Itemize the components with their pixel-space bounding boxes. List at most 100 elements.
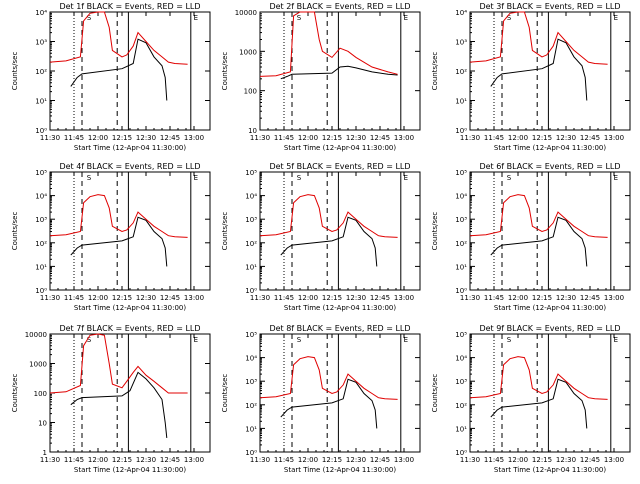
annotation-e: E [614, 174, 618, 182]
x-tick-label: 11:30 [460, 456, 480, 464]
x-tick-label: 11:45 [484, 294, 504, 302]
x-axis-label: Start Time (12-Apr-04 11:30:00) [494, 466, 606, 474]
x-tick-label: 12:45 [580, 294, 600, 302]
series-line-events [70, 216, 168, 267]
y-tick-label: 10⁴ [35, 193, 47, 201]
y-tick-label: 10⁴ [455, 9, 467, 17]
y-tick-label: 10² [35, 68, 47, 76]
x-tick-label: 12:30 [136, 456, 156, 464]
x-tick-label: 11:30 [460, 134, 480, 142]
chart-panel-9: Det 9f BLACK = Events, RED = LLD 11:30 11:… [431, 324, 631, 474]
y-tick-label: 1000 [29, 361, 47, 369]
x-tick-label: 12:00 [508, 294, 528, 302]
chart-title: Det 1f BLACK = Events, RED = LLD [59, 2, 200, 11]
chart-title: Det 4f BLACK = Events, RED = LLD [59, 162, 200, 171]
x-tick-label: 11:45 [484, 456, 504, 464]
chart-title: Det 8f BLACK = Events, RED = LLD [269, 324, 410, 333]
y-axis-label: Counts/sec [221, 52, 229, 91]
x-tick-label: 13:00 [184, 294, 204, 302]
series-line-lld [259, 194, 398, 238]
annotation-e: E [404, 14, 408, 22]
y-tick-label: 10 [248, 127, 257, 135]
plot-frame [259, 11, 421, 131]
y-axis-label: Counts/sec [221, 374, 229, 413]
y-tick-label: 1000 [239, 48, 257, 56]
y-tick-label: 10¹ [35, 263, 47, 271]
y-axis-label: Counts/sec [431, 212, 439, 251]
y-axis-label: Counts/sec [11, 52, 19, 91]
series-line-events [70, 38, 168, 101]
y-tick-label: 10⁰ [455, 127, 467, 135]
x-tick-label: 12:00 [298, 294, 318, 302]
annotation-e: E [194, 14, 198, 22]
chart-panel-4: Det 4f BLACK = Events, RED = LLD 11:30 11:… [11, 162, 211, 312]
y-tick-label: 10³ [245, 216, 257, 224]
y-axis-label: Counts/sec [11, 212, 19, 251]
y-tick-label: 10⁵ [35, 169, 47, 177]
x-tick-label: 12:15 [532, 134, 552, 142]
annotation-e: E [194, 336, 198, 344]
series-line-events [280, 216, 378, 267]
annotation-s: S [297, 14, 302, 22]
y-tick-label: 10⁰ [35, 127, 47, 135]
y-tick-label: 10³ [245, 378, 257, 386]
x-tick-label: 11:45 [484, 134, 504, 142]
x-tick-label: 12:00 [88, 134, 108, 142]
x-tick-label: 12:30 [346, 134, 366, 142]
y-tick-label: 10² [455, 68, 467, 76]
chart-title: Det 2f BLACK = Events, RED = LLD [269, 2, 410, 11]
x-tick-label: 12:30 [346, 456, 366, 464]
y-tick-label: 100 [244, 88, 257, 96]
x-tick-label: 11:45 [64, 456, 84, 464]
chart-panel-7: Det 7f BLACK = Events, RED = LLD 11:30 11:… [11, 324, 211, 474]
chart-panel-5: Det 5f BLACK = Events, RED = LLD 11:30 11:… [221, 162, 421, 312]
y-tick-label: 10⁰ [455, 449, 467, 457]
x-axis-label: Start Time (12-Apr-04 11:30:00) [494, 304, 606, 312]
x-tick-label: 12:45 [580, 134, 600, 142]
series-line-lld [469, 356, 608, 400]
plot-frame [469, 11, 631, 131]
x-tick-label: 12:00 [88, 294, 108, 302]
y-tick-label: 100 [34, 390, 47, 398]
x-tick-label: 12:15 [322, 134, 342, 142]
x-tick-label: 13:00 [184, 456, 204, 464]
x-tick-label: 12:45 [370, 456, 390, 464]
plot-frame [469, 333, 631, 453]
x-tick-label: 11:45 [64, 294, 84, 302]
y-tick-label: 10⁰ [245, 449, 257, 457]
x-axis-label: Start Time (12-Apr-04 11:30:00) [284, 466, 396, 474]
y-tick-label: 10² [245, 402, 257, 410]
x-tick-label: 11:45 [274, 294, 294, 302]
x-tick-label: 11:30 [250, 134, 270, 142]
series-line-lld [259, 356, 398, 400]
y-tick-label: 10³ [35, 39, 47, 47]
x-tick-label: 11:30 [40, 134, 60, 142]
chart-title: Det 5f BLACK = Events, RED = LLD [269, 162, 410, 171]
x-tick-label: 12:45 [370, 134, 390, 142]
plot-frame [259, 171, 421, 291]
x-tick-label: 12:45 [160, 134, 180, 142]
plot-frame [49, 171, 211, 291]
annotation-s: S [507, 174, 512, 182]
plot-frame [469, 171, 631, 291]
x-tick-label: 13:00 [184, 134, 204, 142]
y-tick-label: 10⁴ [245, 193, 257, 201]
y-tick-label: 10¹ [35, 98, 47, 106]
y-tick-label: 10¹ [455, 98, 467, 106]
x-tick-label: 11:45 [64, 134, 84, 142]
series-line-events [490, 216, 588, 267]
y-tick-label: 10⁰ [455, 287, 467, 295]
series-line-events [280, 65, 398, 80]
x-tick-label: 12:30 [346, 294, 366, 302]
x-tick-label: 12:30 [136, 294, 156, 302]
y-axis-label: Counts/sec [11, 374, 19, 413]
x-axis-label: Start Time (12-Apr-04 11:30:00) [74, 466, 186, 474]
x-tick-label: 12:45 [580, 456, 600, 464]
y-tick-label: 10⁵ [455, 331, 467, 339]
y-tick-label: 10³ [35, 216, 47, 224]
y-axis-label: Counts/sec [431, 52, 439, 91]
annotation-e: E [404, 336, 408, 344]
series-line-events [70, 371, 168, 438]
x-tick-label: 12:45 [160, 456, 180, 464]
